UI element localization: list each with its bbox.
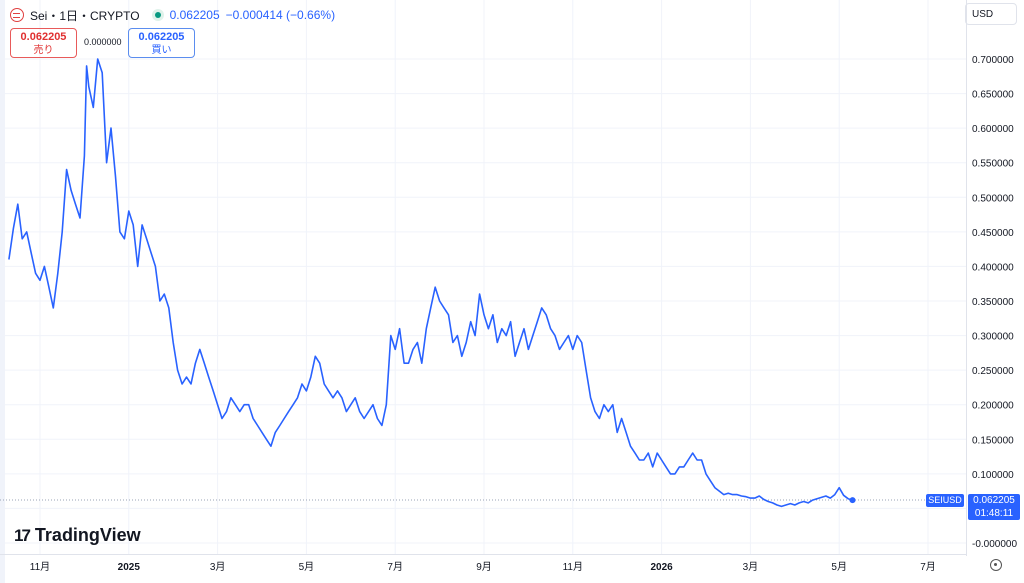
x-tick-label: 2026: [650, 562, 673, 573]
settings-icon[interactable]: [990, 559, 1002, 571]
sell-label: 売り: [33, 45, 54, 56]
bar-countdown: 01:48:11: [974, 508, 1014, 519]
sell-button[interactable]: 0.062205 売り: [10, 28, 77, 58]
buy-button[interactable]: 0.062205 買い: [128, 28, 195, 58]
y-tick-label: -0.000000: [972, 539, 1017, 550]
chart-header: Sei・1日・CRYPTO 0.062205 −0.000414 (−0.66%…: [10, 6, 335, 24]
x-tick-label: 11月: [563, 561, 583, 573]
x-tick-label: 11月: [30, 561, 50, 573]
y-tick-label: 0.600000: [972, 124, 1014, 135]
chart-grid: [5, 0, 966, 554]
y-tick-label: 0.450000: [972, 228, 1014, 239]
x-tick-label: 3月: [743, 561, 759, 573]
buy-price: 0.062205: [138, 31, 185, 43]
x-tick-label: 3月: [210, 561, 226, 573]
y-tick-label: 0.400000: [972, 262, 1014, 273]
y-tick-label: 0.150000: [972, 435, 1014, 446]
buy-label: 買い: [151, 45, 172, 56]
x-axis-ticks: 11月 2025 3月 5月 7月 9月 11月 2026 3月 5月 7月: [30, 561, 936, 573]
tradingview-logo[interactable]: 17 TradingView: [14, 525, 141, 546]
currency-selector[interactable]: USD: [965, 3, 1017, 25]
sell-price: 0.062205: [20, 31, 67, 43]
y-tick-label: 0.250000: [972, 366, 1014, 377]
y-axis-ticks: 0.700000 0.650000 0.600000 0.550000 0.500000…: [972, 55, 1017, 550]
y-tick-label: 0.500000: [972, 193, 1014, 204]
x-tick-label: 5月: [299, 561, 315, 573]
header-price: 0.062205: [169, 8, 220, 22]
tradingview-wordmark: TradingView: [34, 525, 141, 545]
last-price-tag: 0.062205 01:48:11: [968, 494, 1020, 520]
spread-value: 0.000000: [84, 37, 122, 47]
price-series-line: [8, 58, 853, 508]
y-tick-label: 0.650000: [972, 90, 1014, 101]
last-price-value: 0.062205: [973, 495, 1015, 506]
header-change: −0.000414 (−0.66%): [225, 8, 336, 22]
y-tick-label: 0.700000: [972, 55, 1014, 66]
left-edge: [0, 0, 5, 583]
x-tick-label: 7月: [387, 561, 403, 573]
symbol-title[interactable]: Sei・1日・CRYPTO: [30, 8, 140, 23]
y-tick-label: 0.300000: [972, 332, 1014, 343]
sei-logo-icon: [10, 8, 24, 22]
price-axis-divider: [966, 0, 967, 556]
x-tick-label: 7月: [920, 561, 936, 573]
market-open-dot-icon: [151, 9, 164, 21]
x-tick-label: 5月: [831, 561, 847, 573]
tradingview-mark-icon: 17: [14, 525, 31, 545]
x-tick-label: 2025: [118, 562, 141, 573]
y-tick-label: 0.550000: [972, 159, 1014, 170]
symbol-price-tag: SEIUSD: [926, 494, 964, 507]
last-price-point: [849, 497, 856, 504]
x-tick-label: 9月: [476, 561, 492, 573]
y-tick-label: 0.100000: [972, 470, 1014, 481]
time-axis-divider: [0, 554, 966, 555]
y-tick-label: 0.200000: [972, 401, 1014, 412]
y-tick-label: 0.350000: [972, 297, 1014, 308]
